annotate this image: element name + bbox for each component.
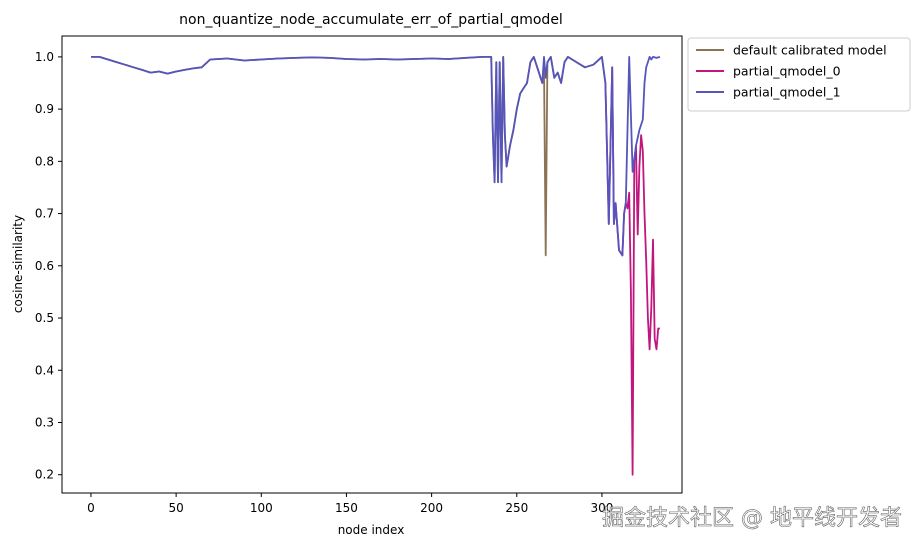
chart-title: non_quantize_node_accumulate_err_of_part… <box>179 12 563 28</box>
y-tick-label: 0.6 <box>35 259 54 273</box>
x-tick-label: 250 <box>505 501 528 515</box>
x-axis: 0 50 100 150 200 250 300 <box>87 493 613 515</box>
x-tick-label: 100 <box>250 501 273 515</box>
x-axis-label: node index <box>338 523 405 537</box>
legend-label-1: partial_qmodel_0 <box>733 64 841 79</box>
legend: default calibrated model partial_qmodel_0… <box>687 37 911 112</box>
x-tick-label: 0 <box>87 501 95 515</box>
y-axis-label: cosine-similarity <box>11 215 25 313</box>
watermark: 掘金技术社区 @ 地平线开发者 <box>602 506 902 531</box>
y-tick-label: 0.5 <box>35 311 54 325</box>
x-tick-label: 300 <box>590 501 613 515</box>
y-tick-label: 0.4 <box>35 363 54 377</box>
y-tick-label: 0.2 <box>35 468 54 482</box>
x-tick-label: 200 <box>420 501 443 515</box>
y-axis: 0.2 0.3 0.4 0.5 0.6 0.7 0.8 0.9 1.0 <box>35 50 62 482</box>
legend-label-0: default calibrated model <box>733 43 887 58</box>
x-tick-label: 50 <box>168 501 183 515</box>
series-line-2 <box>91 56 661 257</box>
y-tick-label: 0.3 <box>35 415 54 429</box>
y-tick-label: 0.9 <box>35 102 54 116</box>
series-layer <box>91 56 661 476</box>
legend-label-2: partial_qmodel_1 <box>733 85 841 100</box>
y-tick-label: 0.8 <box>35 154 54 168</box>
plot-frame <box>61 35 683 494</box>
y-tick-label: 1.0 <box>35 50 54 64</box>
legend-box <box>687 37 911 112</box>
x-tick-label: 150 <box>335 501 358 515</box>
y-tick-label: 0.7 <box>35 207 54 221</box>
